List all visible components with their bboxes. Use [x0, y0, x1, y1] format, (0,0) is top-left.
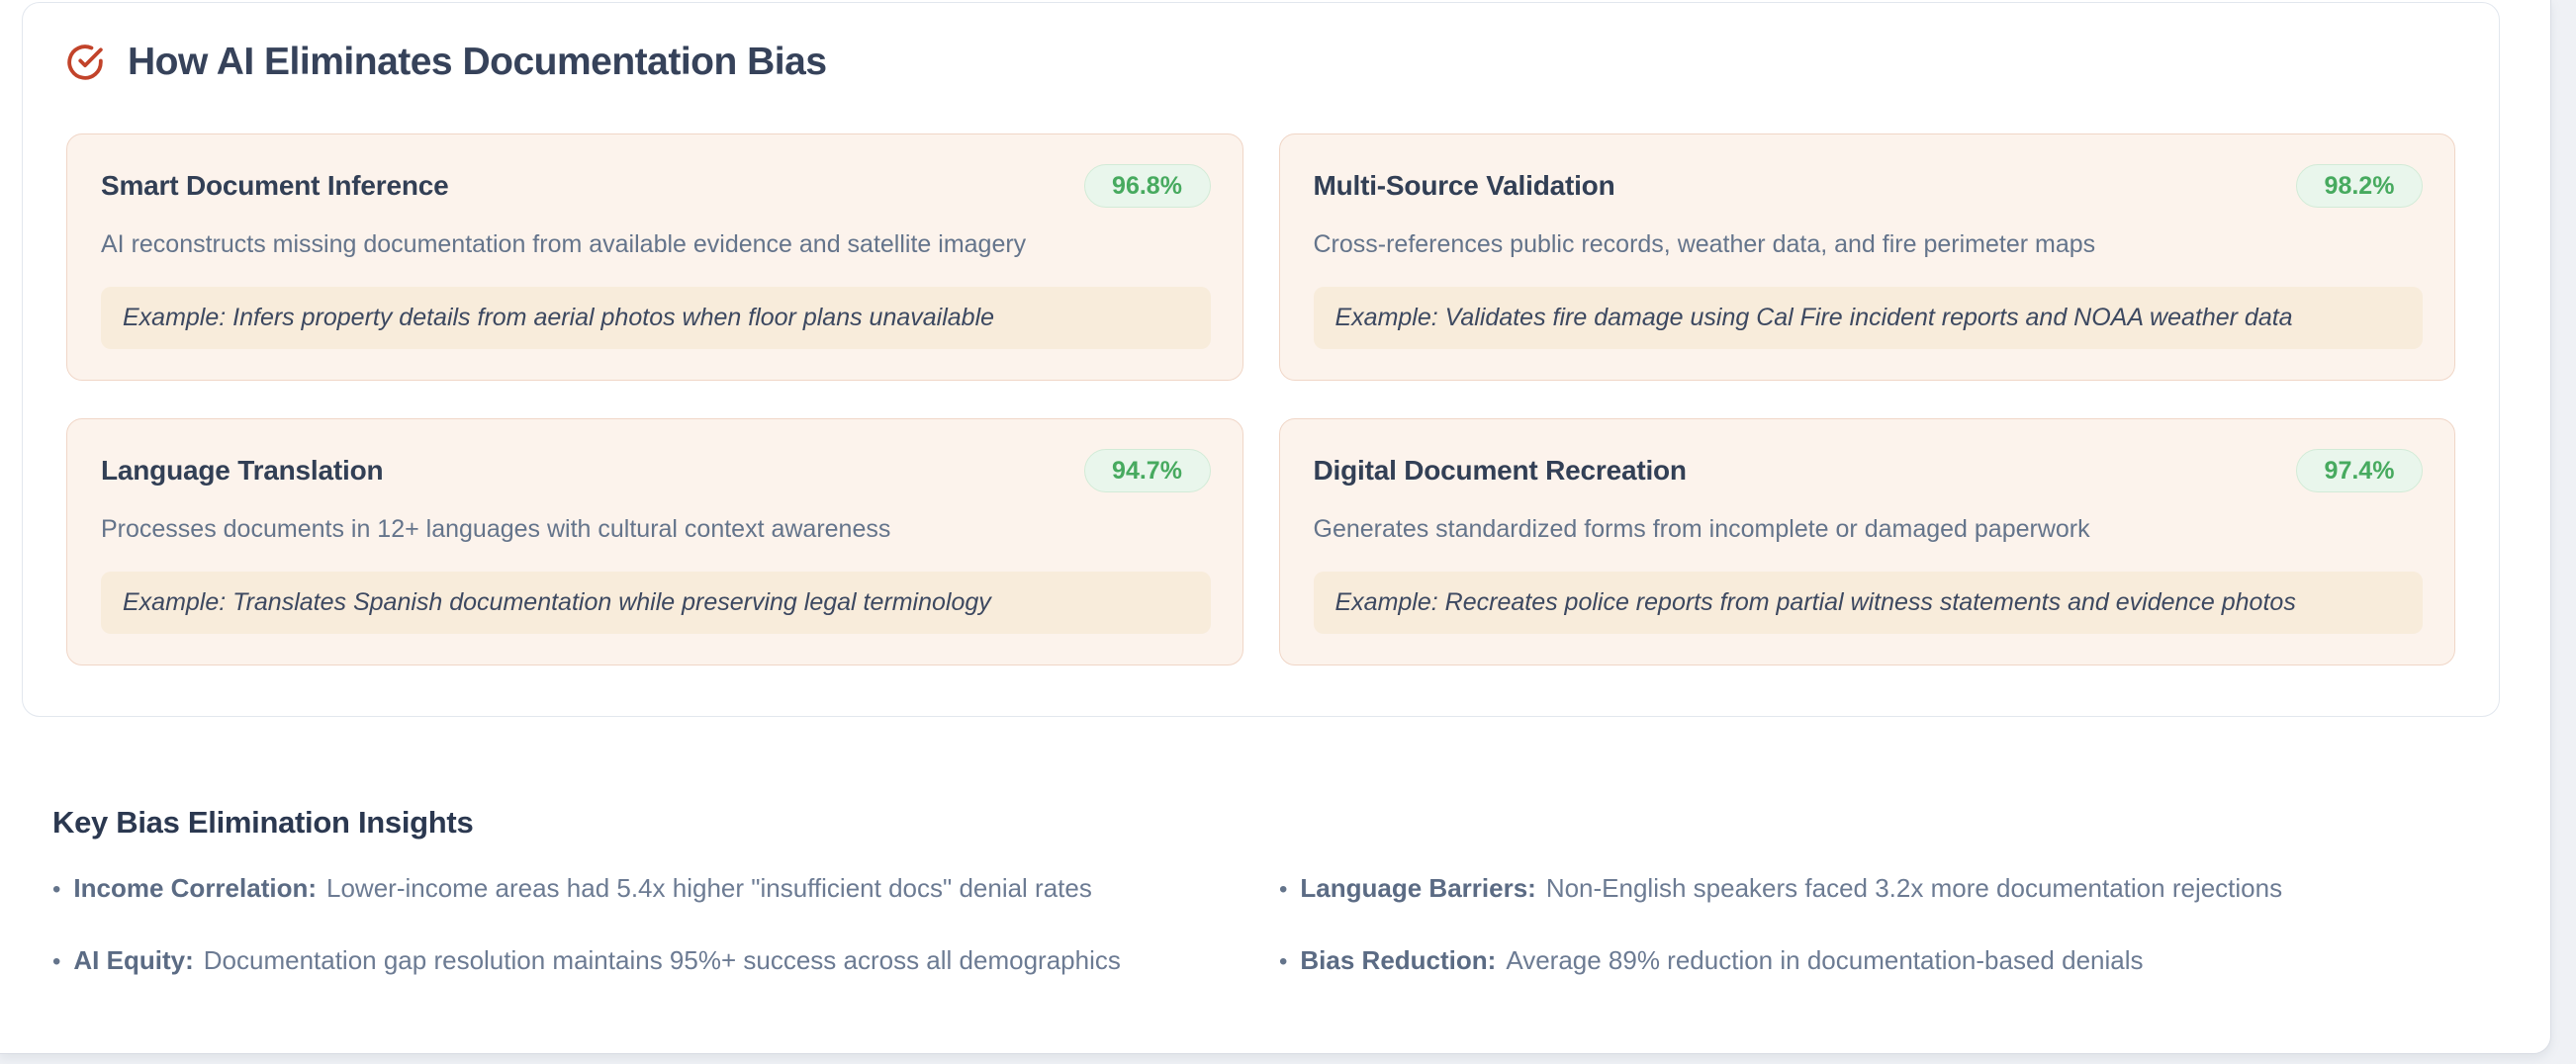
- insight-ai-equity: • AI Equity: Documentation gap resolution…: [52, 942, 1279, 980]
- insight-text: Lower-income areas had 5.4x higher "insu…: [326, 873, 1092, 903]
- feature-card-language-translation: Language Translation 94.7% Processes doc…: [66, 418, 1243, 665]
- key-insights-section: Key Bias Elimination Insights • Income C…: [52, 803, 2541, 980]
- page-title: How AI Eliminates Documentation Bias: [128, 41, 827, 83]
- accuracy-badge: 98.2%: [2296, 164, 2423, 208]
- card-title: Multi-Source Validation: [1313, 170, 1615, 201]
- insight-text: Average 89% reduction in documentation-b…: [1506, 945, 2144, 975]
- example-box: Example: Recreates police reports from p…: [1313, 572, 2423, 634]
- bullet-icon: •: [52, 948, 61, 975]
- example-box: Example: Infers property details from ae…: [101, 287, 1211, 349]
- card-header: Multi-Source Validation 98.2%: [1313, 164, 2423, 208]
- bullet-icon: •: [1279, 948, 1288, 975]
- insight-label: Language Barriers:: [1300, 873, 1536, 903]
- card-header: Language Translation 94.7%: [101, 449, 1211, 492]
- documentation-bias-panel: How AI Eliminates Documentation Bias Sma…: [22, 2, 2500, 717]
- example-box: Example: Translates Spanish documentatio…: [101, 572, 1211, 634]
- feature-card-digital-document-recreation: Digital Document Recreation 97.4% Genera…: [1278, 418, 2455, 665]
- insight-bias-reduction: • Bias Reduction: Average 89% reduction i…: [1279, 942, 2506, 980]
- insight-label: AI Equity:: [73, 945, 194, 975]
- card-header: Digital Document Recreation 97.4%: [1313, 449, 2423, 492]
- panel-header: How AI Eliminates Documentation Bias: [66, 37, 2455, 88]
- card-title: Smart Document Inference: [101, 170, 449, 201]
- accuracy-badge: 96.8%: [1083, 164, 1211, 208]
- card-header: Smart Document Inference 96.8%: [101, 164, 1211, 208]
- insight-language-barriers: • Language Barriers: Non-English speakers…: [1279, 870, 2506, 908]
- insights-heading: Key Bias Elimination Insights: [52, 805, 474, 840]
- feature-cards-grid: Smart Document Inference 96.8% AI recons…: [66, 133, 2455, 665]
- accuracy-badge: 94.7%: [1083, 449, 1211, 492]
- bullet-icon: •: [1279, 876, 1288, 903]
- insight-label: Bias Reduction:: [1300, 945, 1497, 975]
- accuracy-badge: 97.4%: [2296, 449, 2423, 492]
- card-title: Digital Document Recreation: [1313, 455, 1688, 486]
- insight-text: Non-English speakers faced 3.2x more doc…: [1545, 873, 2283, 903]
- insight-label: Income Correlation:: [73, 873, 317, 903]
- insights-grid: • Income Correlation: Lower-income areas …: [52, 870, 2541, 980]
- card-description: Generates standardized forms from incomp…: [1313, 515, 2090, 543]
- check-circle-icon: [67, 44, 103, 80]
- feature-card-multi-source-validation: Multi-Source Validation 98.2% Cross-refe…: [1278, 133, 2455, 381]
- card-description: Processes documents in 12+ languages wit…: [101, 515, 891, 543]
- bullet-icon: •: [52, 876, 61, 903]
- card-title: Language Translation: [101, 455, 384, 486]
- insight-text: Documentation gap resolution maintains 9…: [203, 945, 1121, 975]
- card-description: AI reconstructs missing documentation fr…: [101, 230, 1027, 258]
- feature-card-smart-document-inference: Smart Document Inference 96.8% AI recons…: [66, 133, 1243, 381]
- example-box: Example: Validates fire damage using Cal…: [1313, 287, 2423, 349]
- insight-income-correlation: • Income Correlation: Lower-income areas …: [52, 870, 1279, 908]
- card-description: Cross-references public records, weather…: [1313, 230, 2096, 258]
